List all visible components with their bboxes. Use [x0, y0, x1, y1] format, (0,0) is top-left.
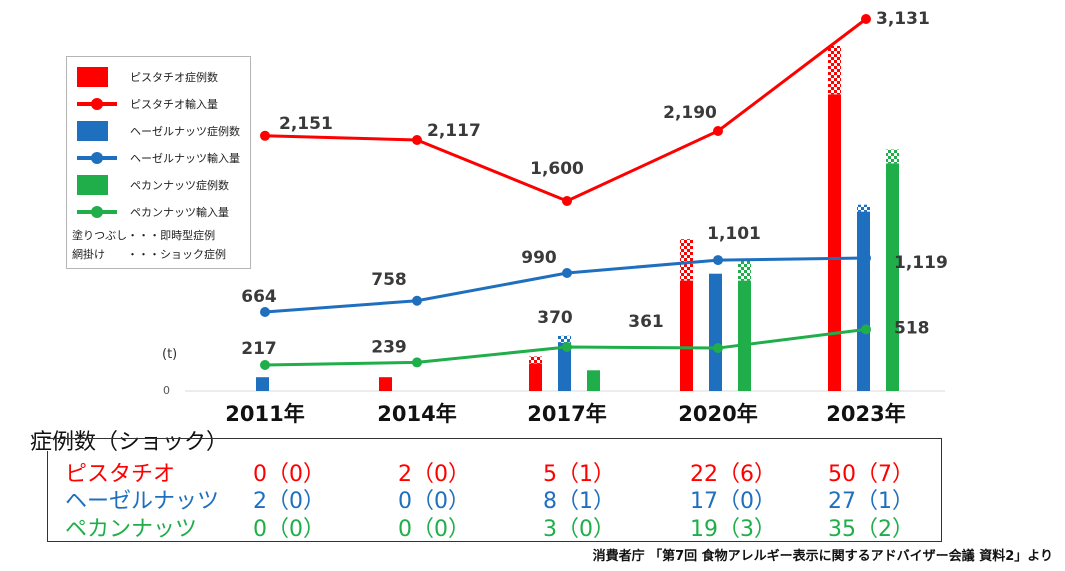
legend-swatch	[77, 67, 108, 87]
data-label: 361	[628, 312, 664, 332]
series-point	[412, 357, 422, 368]
table-cell: 0（0）	[398, 489, 470, 514]
series-point	[562, 268, 572, 278]
legend-label: ペカンナッツ症例数	[130, 179, 229, 192]
bar	[558, 342, 571, 391]
legend-item-pecan-cases: ペカンナッツ症例数	[77, 175, 229, 195]
legend-line-marker	[77, 202, 117, 222]
bar	[738, 280, 751, 391]
y-zero-label: 0	[163, 384, 170, 397]
x-tick-label: 2023年	[826, 402, 905, 426]
legend-item-hazelnut-cases: ヘーゼルナッツ症例数	[77, 121, 240, 141]
data-label: 518	[894, 318, 930, 338]
table-cell: 8（1）	[543, 489, 615, 514]
table-cell: 0（0）	[253, 462, 325, 487]
table-cell: 19（3）	[690, 517, 776, 542]
legend-line-marker	[77, 148, 117, 168]
bar	[587, 370, 600, 391]
bar	[256, 377, 269, 391]
table-cell: 2（0）	[253, 489, 325, 514]
table-cell: 50（7）	[828, 462, 914, 487]
bar-shock-segment	[738, 259, 751, 281]
legend-label: ヘーゼルナッツ症例数	[130, 125, 240, 138]
data-label: 217	[241, 339, 277, 359]
series-point	[260, 307, 270, 317]
bar-shock-segment	[529, 356, 542, 364]
legend-note-solid: 塗りつぶし・・・即時型症例	[72, 229, 216, 242]
bar	[529, 363, 542, 391]
bar-shock-segment	[680, 239, 693, 281]
data-label: 1,101	[707, 224, 761, 244]
data-label: 370	[537, 308, 573, 328]
legend-item-pistachio-imports: ピスタチオ輸入量	[77, 94, 218, 114]
x-tick-label: 2020年	[678, 402, 757, 426]
table-cell: 35（2）	[828, 517, 914, 542]
table-cell: 17（0）	[690, 489, 776, 514]
table-cell: 3（0）	[543, 517, 615, 542]
data-label: 664	[241, 287, 277, 307]
data-label: 239	[371, 337, 407, 357]
bar-shock-segment	[828, 46, 841, 95]
series-point	[412, 135, 422, 145]
case-table-frame	[47, 438, 942, 542]
legend-item-pecan-imports: ペカンナッツ輸入量	[77, 202, 229, 222]
row-label-pistachio: ピスタチオ	[65, 462, 176, 487]
series-point	[562, 342, 572, 352]
series-point	[861, 253, 871, 263]
legend-label: ペカンナッツ輸入量	[130, 206, 229, 219]
data-label: 990	[521, 248, 557, 268]
bar	[828, 94, 841, 392]
series-point	[713, 255, 723, 266]
data-label: 2,190	[663, 103, 717, 123]
series-point	[861, 324, 871, 335]
table-title: 症例数（ショック）	[30, 430, 229, 455]
legend-label: ヘーゼルナッツ輸入量	[130, 152, 240, 165]
table-cell: 0（0）	[398, 517, 470, 542]
series-point	[260, 360, 270, 370]
data-label: 1,600	[530, 159, 584, 179]
bar-shock-segment	[886, 149, 899, 164]
bar-shock-segment	[558, 335, 571, 343]
series-point	[260, 130, 270, 141]
chart-legend: ピスタチオ症例数 ピスタチオ輸入量 ヘーゼルナッツ症例数 ヘーゼルナッツ輸入量 …	[66, 56, 251, 269]
table-cell: 22（6）	[690, 462, 776, 487]
bar	[379, 377, 392, 391]
data-label: 2,151	[279, 114, 333, 134]
data-label: 1,119	[894, 253, 948, 273]
data-label: 3,131	[876, 9, 930, 29]
legend-item-pistachio-cases: ピスタチオ症例数	[77, 67, 218, 87]
series-point	[713, 126, 723, 136]
row-label-hazelnut: ヘーゼルナッツ	[65, 489, 220, 514]
bar	[886, 163, 899, 391]
table-cell: 0（0）	[253, 517, 325, 542]
legend-line-marker	[77, 94, 117, 114]
legend-swatch	[77, 121, 108, 141]
legend-item-hazelnut-imports: ヘーゼルナッツ輸入量	[77, 148, 240, 168]
series-point	[562, 196, 572, 206]
bar-shock-segment	[857, 204, 870, 212]
x-tick-label: 2014年	[377, 402, 456, 426]
table-cell: 5（1）	[543, 462, 615, 487]
legend-note-hatch: 網掛け ・・・ショック症例	[72, 248, 226, 261]
table-cell: 27（1）	[828, 489, 914, 514]
bar	[857, 211, 870, 391]
series-line	[264, 256, 867, 314]
series-point	[861, 14, 871, 24]
table-cell: 2（0）	[398, 462, 470, 487]
series-point	[412, 295, 422, 306]
x-tick-label: 2011年	[225, 402, 304, 426]
legend-label: ピスタチオ輸入量	[130, 98, 218, 111]
y-unit-label: (t)	[162, 347, 177, 362]
legend-swatch	[77, 175, 108, 195]
x-tick-label: 2017年	[527, 402, 606, 426]
bar	[709, 273, 722, 391]
bar	[680, 280, 693, 391]
combo-chart: 0 (t) 2011年 2014年 2017年 2020年 2023年 2,151 2,117…	[162, 9, 948, 426]
source-note: 消費者庁 「第7回 食物アレルギー表示に関するアドバイザー会議 資料2」より	[592, 549, 1053, 564]
series-point	[713, 343, 723, 354]
row-label-pecan: ペカンナッツ	[65, 517, 198, 542]
data-label: 758	[371, 270, 407, 290]
legend-label: ピスタチオ症例数	[130, 71, 218, 84]
data-label: 2,117	[427, 121, 481, 141]
